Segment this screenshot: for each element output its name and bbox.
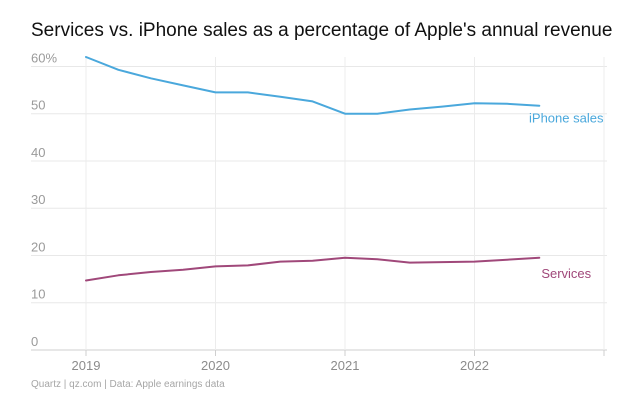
y-tick-label: 40 <box>31 145 45 160</box>
x-axis: 2019 2020 2021 2022 <box>72 350 605 373</box>
series-label-iphone: iPhone sales <box>529 111 604 126</box>
y-tick-label: 60% <box>31 50 57 65</box>
series-labels: iPhone sales Services <box>529 111 604 281</box>
x-tick-label: 2021 <box>331 358 360 373</box>
y-tick-label: 0 <box>31 334 38 349</box>
x-tick-label: 2020 <box>201 358 230 373</box>
y-tick-label: 20 <box>31 239 45 254</box>
series-label-services: Services <box>541 266 591 281</box>
series-line-iphone <box>85 56 541 115</box>
source-note: Quartz | qz.com | Data: Apple earnings d… <box>31 379 225 390</box>
x-tick-label: 2019 <box>72 358 101 373</box>
y-tick-label: 50 <box>31 98 45 113</box>
y-tick-label: 30 <box>31 192 45 207</box>
series-line-services <box>85 256 541 282</box>
y-tick-label: 10 <box>31 287 45 302</box>
series-lines <box>85 56 541 282</box>
chart-title: Services vs. iPhone sales as a percentag… <box>31 20 613 41</box>
grid-lines <box>31 57 607 351</box>
y-axis: 0 10 20 30 40 50 60% <box>31 50 57 349</box>
x-tick-label: 2022 <box>460 358 489 373</box>
